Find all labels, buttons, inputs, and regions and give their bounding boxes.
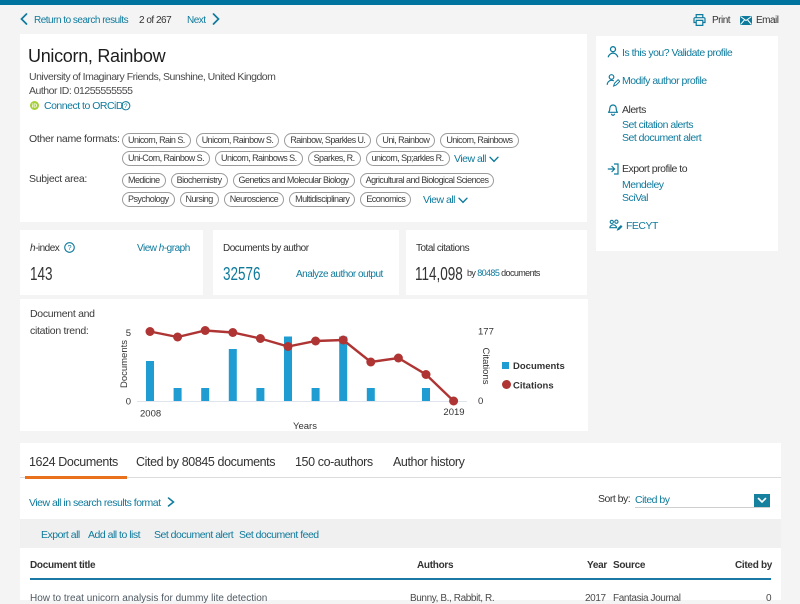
svg-text:?: ? [67, 243, 71, 252]
svg-text:5: 5 [126, 328, 131, 339]
svg-text:0: 0 [126, 397, 131, 408]
svg-text:177: 177 [478, 327, 494, 338]
svg-text:2008: 2008 [140, 409, 161, 420]
svg-text:Citations: Citations [513, 381, 554, 392]
svg-text:Documents: Documents [513, 361, 565, 372]
svg-text:0: 0 [478, 396, 483, 407]
svg-text:2019: 2019 [443, 407, 464, 418]
svg-text:Years: Years [293, 421, 317, 431]
svg-text:Citations: Citations [480, 348, 491, 385]
svg-text:?: ? [124, 103, 128, 110]
svg-text:Documents: Documents [119, 340, 130, 388]
svg-text:iD: iD [32, 103, 37, 109]
